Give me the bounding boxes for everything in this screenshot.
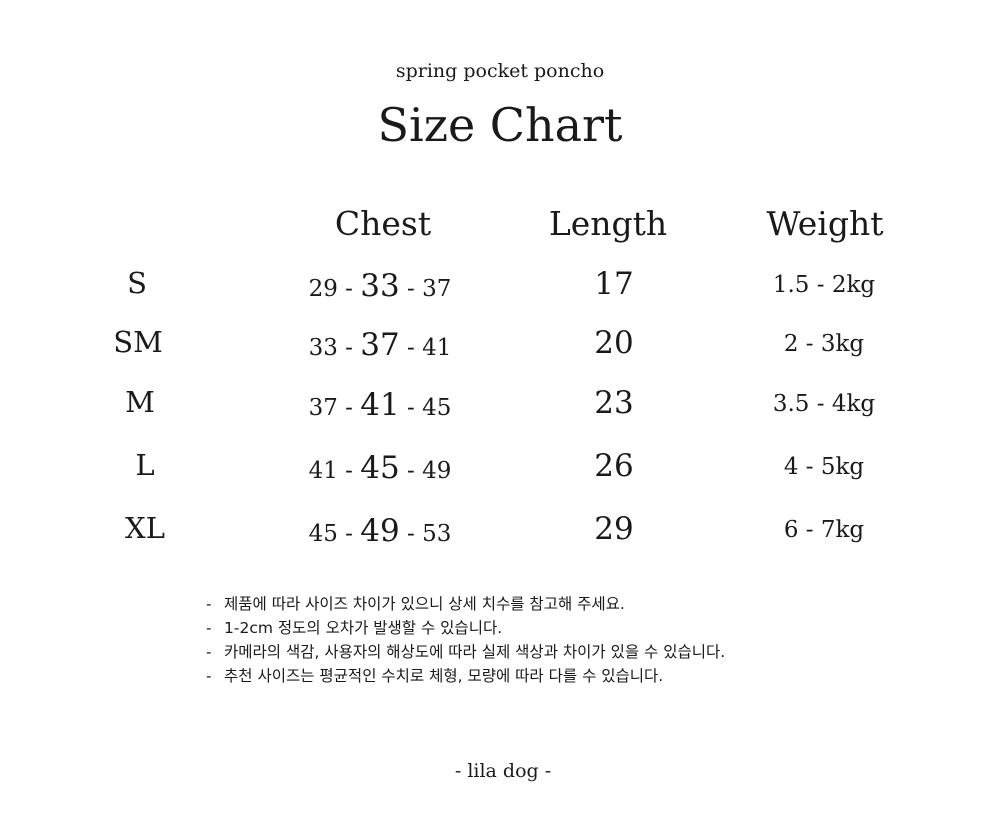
weight-value: 1.5 - 2kg bbox=[772, 272, 876, 298]
chest-min: 29 bbox=[308, 276, 338, 302]
weight-value: 3.5 - 4kg bbox=[772, 391, 876, 417]
chest-cell: 45 - 49 - 53 bbox=[308, 513, 452, 549]
chest-mid: 41 bbox=[360, 387, 400, 423]
product-name: spring pocket poncho bbox=[395, 60, 605, 82]
size-cell: M bbox=[125, 385, 155, 419]
chest-mid: 49 bbox=[360, 513, 400, 549]
chest-max: 37 bbox=[422, 276, 452, 302]
chest-mid: 37 bbox=[360, 327, 400, 363]
weight-cell: 2 - 3kg bbox=[784, 331, 864, 357]
size-label: XL bbox=[125, 511, 165, 545]
size-label: L bbox=[135, 448, 155, 482]
chest-min: 45 bbox=[308, 521, 338, 547]
length-cell: 17 bbox=[594, 266, 633, 302]
chest-max: 53 bbox=[422, 521, 452, 547]
weight-cell: 3.5 - 4kg bbox=[773, 391, 875, 417]
length-value: 17 bbox=[594, 266, 634, 302]
page-title: Size Chart bbox=[377, 98, 623, 152]
chest-min: 41 bbox=[308, 458, 338, 484]
weight-value: 2 - 3kg bbox=[783, 331, 865, 357]
size-cell: L bbox=[135, 448, 154, 482]
length-cell: 20 bbox=[594, 325, 633, 361]
header-chest: Chest bbox=[334, 204, 432, 243]
size-cell: XL bbox=[125, 511, 165, 545]
chest-min: 37 bbox=[308, 395, 338, 421]
note-item: - 추천 사이즈는 평균적인 수치로 체형, 모량에 따라 다를 수 있습니다. bbox=[206, 667, 664, 685]
weight-value: 6 - 7kg bbox=[783, 517, 865, 543]
chest-min: 33 bbox=[308, 335, 338, 361]
length-value: 20 bbox=[594, 325, 634, 361]
size-label: SM bbox=[113, 325, 163, 359]
weight-cell: 1.5 - 2kg bbox=[773, 272, 875, 298]
weight-cell: 4 - 5kg bbox=[784, 454, 864, 480]
size-cell: SM bbox=[113, 325, 163, 359]
length-cell: 26 bbox=[594, 448, 633, 484]
brand-footer: - lila dog - bbox=[454, 760, 552, 782]
size-cell: S bbox=[127, 266, 147, 300]
length-cell: 29 bbox=[594, 511, 633, 547]
length-value: 26 bbox=[594, 448, 634, 484]
chest-max: 41 bbox=[422, 335, 452, 361]
chest-mid: 33 bbox=[360, 268, 400, 304]
header-weight: Weight bbox=[766, 204, 884, 243]
chest-cell: 37 - 41 - 45 bbox=[308, 387, 452, 423]
note-item: - 카메라의 색감, 사용자의 해상도에 따라 실제 색상과 차이가 있을 수 있… bbox=[206, 643, 726, 661]
note-item: -1-2cm 정도의 오차가 발생할 수 있습니다. bbox=[206, 619, 503, 637]
size-label: S bbox=[127, 266, 147, 300]
length-cell: 23 bbox=[594, 385, 633, 421]
weight-value: 4 - 5kg bbox=[783, 454, 865, 480]
chest-cell: 29 - 33 - 37 bbox=[308, 268, 452, 304]
header-length: Length bbox=[548, 204, 668, 243]
length-value: 29 bbox=[594, 511, 634, 547]
notes-list: - 제품에 따라 사이즈 차이가 있으니 상세 치수를 참고해 주세요. -1-2… bbox=[206, 592, 725, 688]
note-item: - 제품에 따라 사이즈 차이가 있으니 상세 치수를 참고해 주세요. bbox=[206, 595, 625, 613]
weight-cell: 6 - 7kg bbox=[784, 517, 864, 543]
length-value: 23 bbox=[594, 385, 634, 421]
chest-cell: 33 - 37 - 41 bbox=[308, 327, 452, 363]
chest-max: 49 bbox=[422, 458, 452, 484]
chest-cell: 41 - 45 - 49 bbox=[308, 450, 452, 486]
size-label: M bbox=[125, 385, 155, 419]
chest-max: 45 bbox=[422, 395, 452, 421]
chest-mid: 45 bbox=[360, 450, 400, 486]
